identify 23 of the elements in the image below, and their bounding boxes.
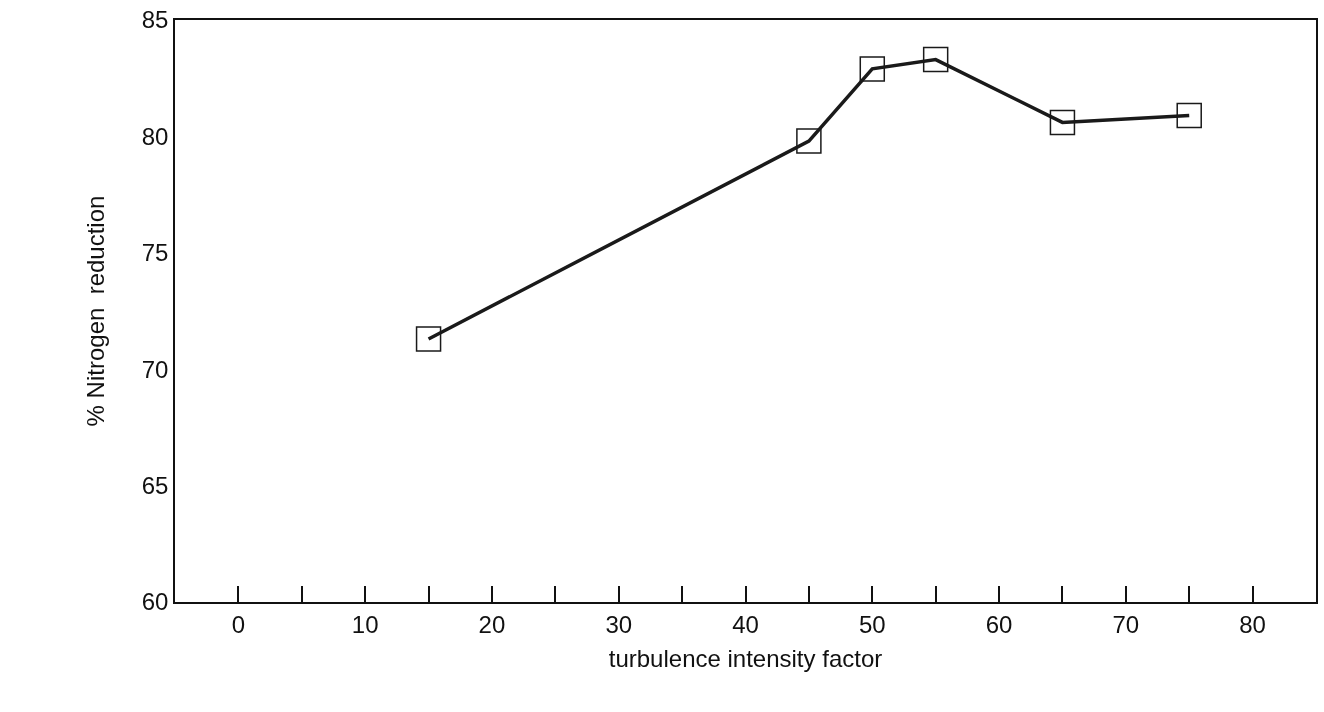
x-axis-title: turbulence intensity factor	[608, 645, 883, 673]
y-tick-label: 85	[141, 6, 169, 34]
y-tick-label: 60	[141, 588, 169, 616]
x-tick-label: 40	[732, 610, 759, 638]
point	[859, 56, 886, 82]
x-tick-label: 20	[478, 610, 506, 638]
y-tick-label: 70	[141, 355, 169, 383]
point	[922, 46, 949, 73]
x-tick-label: 70	[1112, 610, 1140, 638]
point	[415, 326, 442, 352]
x-tick-label: 0	[231, 610, 246, 638]
x-tick-label: 80	[1239, 610, 1266, 638]
point	[796, 128, 822, 154]
point	[1176, 102, 1202, 129]
x-tick-label: 60	[985, 610, 1013, 638]
y-tick-label: 75	[141, 239, 169, 267]
y-axis-title: % Nitrogen reduction	[82, 195, 110, 427]
x-tick-label: 50	[858, 610, 886, 638]
y-tick-label: 65	[141, 472, 169, 499]
x-tick-label: 30	[605, 610, 633, 638]
x-tick-label: 10	[351, 610, 379, 638]
point	[1049, 109, 1076, 136]
y-tick-label: 80	[141, 122, 169, 150]
